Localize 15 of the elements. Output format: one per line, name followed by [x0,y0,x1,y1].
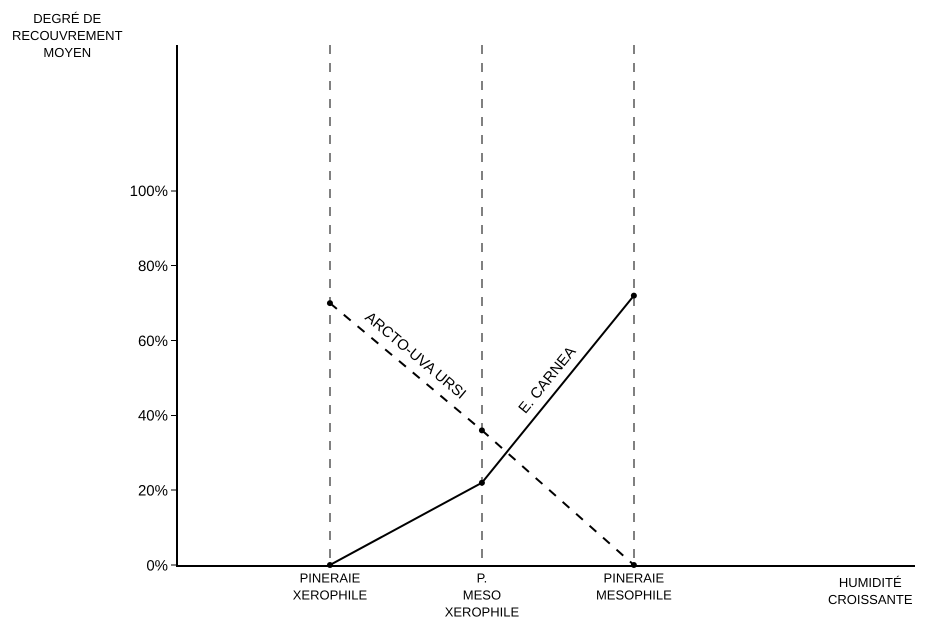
y-tick-label: 60% [138,332,168,350]
x-tick-label: PINERAIE MESOPHILE [596,570,672,602]
point [326,300,333,306]
x-tick-label: P. MESO XEROPHILE [444,570,520,620]
point [478,427,485,434]
y-tick-label: 0% [146,557,168,574]
x-tick-label: PINERAIE XEROPHILE [292,570,368,602]
y-tick-label: 100% [130,183,168,200]
y-axis-title: DEGRÉ DE RECOUVREMENT MOYEN [12,11,123,60]
y-tick-label: 40% [138,408,168,425]
point [478,480,485,486]
point [630,292,637,299]
y-tick-label: 80% [138,258,168,275]
text: HUMIDITÉ CROISSANTE [828,575,913,607]
y-tick-label: 20% [138,482,168,500]
